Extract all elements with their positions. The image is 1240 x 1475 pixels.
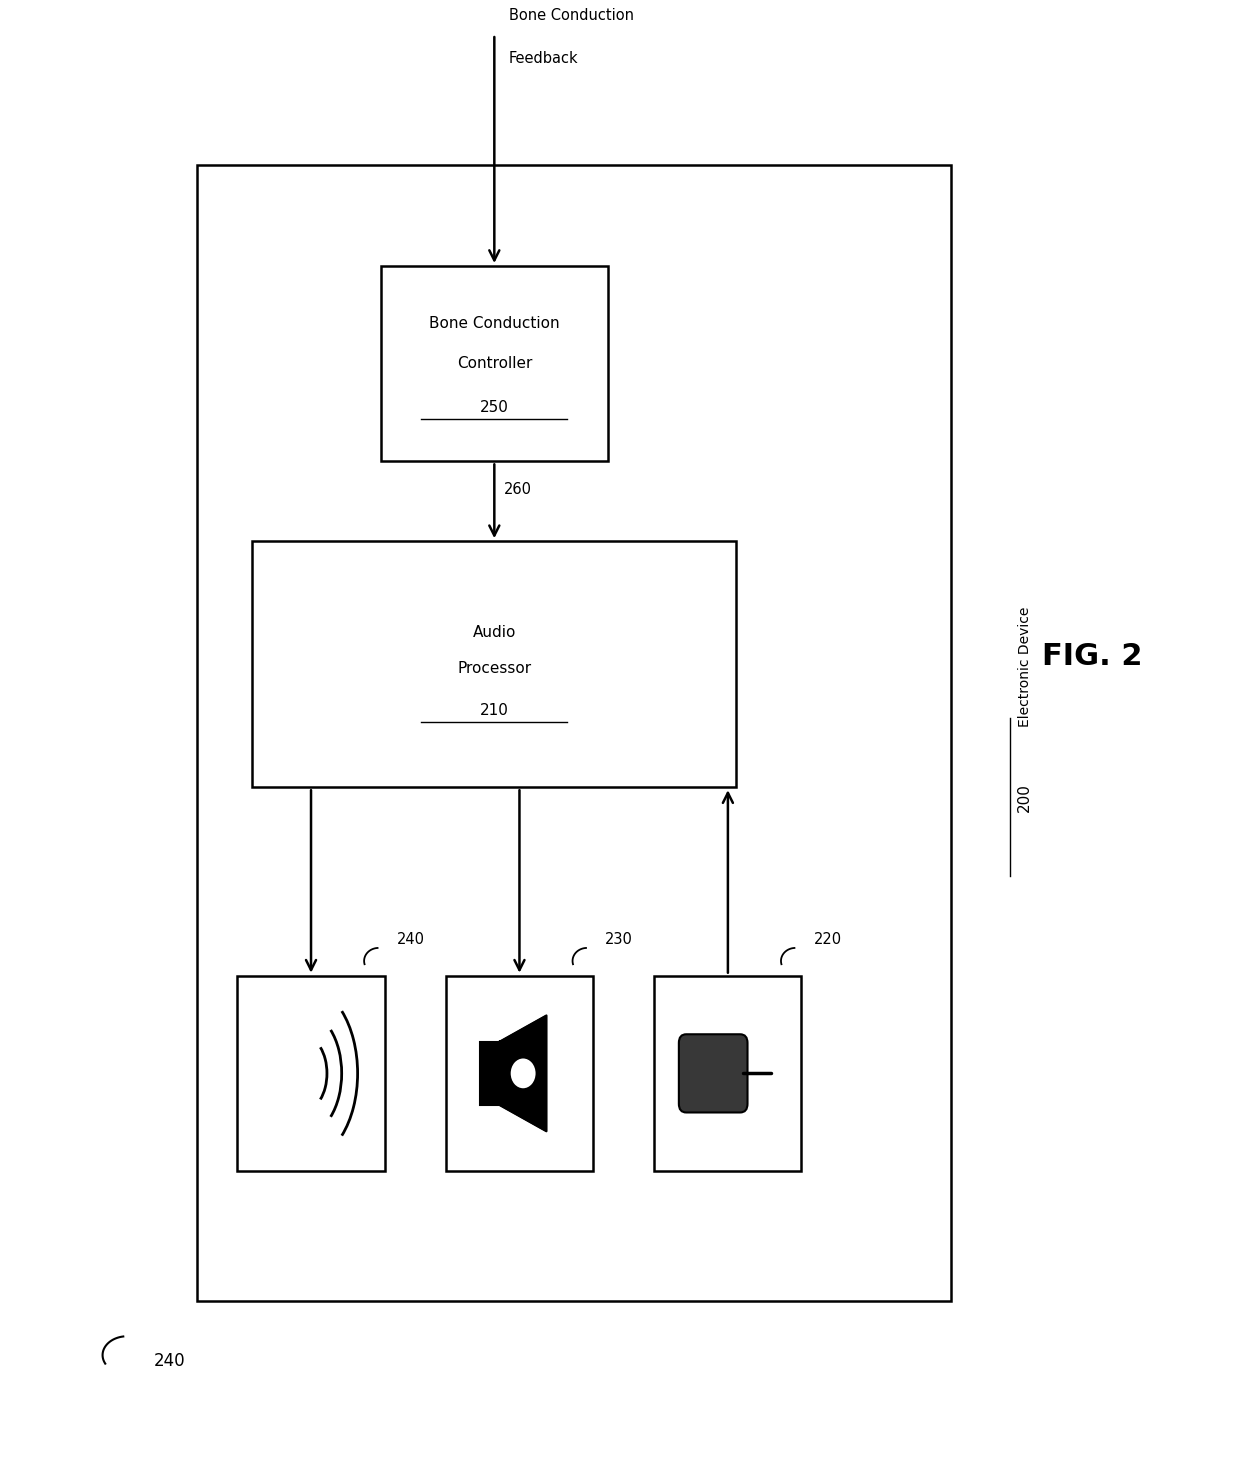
Text: 200: 200 bbox=[1017, 783, 1032, 811]
Text: 250: 250 bbox=[480, 400, 508, 414]
FancyBboxPatch shape bbox=[655, 975, 801, 1171]
FancyBboxPatch shape bbox=[480, 1041, 500, 1105]
Text: 260: 260 bbox=[505, 482, 532, 497]
Text: 220: 220 bbox=[813, 932, 842, 947]
FancyBboxPatch shape bbox=[197, 165, 951, 1301]
Text: Bone Conduction: Bone Conduction bbox=[429, 316, 559, 330]
FancyBboxPatch shape bbox=[381, 266, 608, 462]
Text: Feedback: Feedback bbox=[510, 52, 579, 66]
Text: 240: 240 bbox=[154, 1353, 186, 1370]
Text: 230: 230 bbox=[605, 932, 634, 947]
Text: Controller: Controller bbox=[456, 355, 532, 372]
FancyBboxPatch shape bbox=[252, 541, 737, 788]
Text: 240: 240 bbox=[397, 932, 425, 947]
FancyBboxPatch shape bbox=[237, 975, 384, 1171]
Text: Audio: Audio bbox=[472, 625, 516, 640]
Text: FIG. 2: FIG. 2 bbox=[1042, 643, 1142, 671]
Text: 210: 210 bbox=[480, 704, 508, 718]
Text: Electronic Device: Electronic Device bbox=[1018, 606, 1032, 727]
Text: Processor: Processor bbox=[458, 661, 532, 676]
FancyBboxPatch shape bbox=[678, 1034, 748, 1112]
Circle shape bbox=[510, 1058, 537, 1090]
Text: Bone Conduction: Bone Conduction bbox=[510, 7, 634, 22]
FancyBboxPatch shape bbox=[446, 975, 593, 1171]
Polygon shape bbox=[500, 1015, 547, 1131]
